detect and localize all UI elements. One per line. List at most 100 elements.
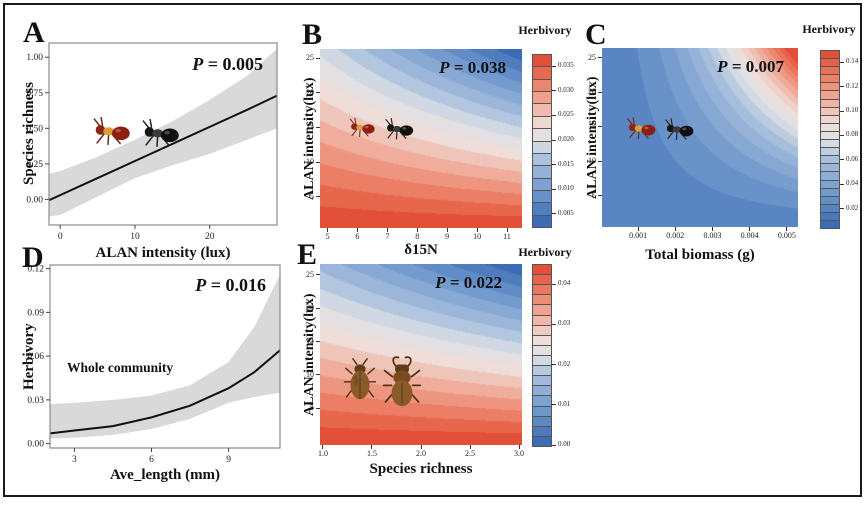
tick-mark [316, 407, 320, 409]
tick-label: 5 [310, 403, 314, 413]
colorbar-cell [533, 265, 551, 275]
contour-surface-C [602, 48, 798, 227]
x-axis-label-C: Total biomass (g) [645, 247, 755, 263]
tick-mark [598, 126, 602, 128]
colorbar-cell [533, 103, 551, 116]
tick-mark [316, 57, 320, 59]
tick-label: 2.5 [465, 449, 476, 458]
panel-B-d15N-contour: B ALAN intensity(lux) δ15N P = 0.038 Her… [300, 14, 585, 264]
ant-red-icon [346, 117, 376, 139]
colorbar-cell [533, 66, 551, 79]
tick-mark [469, 445, 471, 449]
panel-D-herbivory-length: 3 6 9 0.00 0.03 0.06 0.09 0.12 D Herbivory Ave_… [15, 243, 300, 502]
svg-text:0.09: 0.09 [27, 308, 44, 318]
tick-mark [356, 228, 358, 232]
tick-mark [552, 364, 556, 366]
svg-text:20: 20 [205, 232, 215, 242]
svg-text:0: 0 [58, 232, 63, 242]
colorbar-cell [821, 98, 839, 107]
colorbar-cell [821, 90, 839, 99]
p-value-D: P = 0.016 [195, 275, 266, 295]
tick-mark [840, 134, 844, 136]
tick-mark [316, 307, 320, 309]
colorbar-cell [821, 66, 839, 75]
tick-mark [840, 61, 844, 63]
colorbar-cell [533, 189, 551, 203]
tick-mark [552, 164, 556, 166]
tick-label: 3.0 [514, 449, 525, 458]
tick-mark [552, 444, 556, 446]
colorbar-cell [533, 415, 551, 426]
tick-label: 8 [415, 232, 420, 241]
tick-mark [552, 65, 556, 67]
tick-label: 0.035 [558, 61, 574, 70]
ant-red-icon [88, 117, 132, 147]
tick-label: 0.015 [558, 159, 574, 168]
colorbar-cell [821, 130, 839, 140]
svg-text:0.00: 0.00 [27, 440, 44, 450]
tick-label: 5 [310, 191, 314, 201]
tick-mark [386, 228, 388, 232]
colorbar-cell [533, 128, 551, 141]
svg-text:0.00: 0.00 [26, 195, 43, 205]
tick-mark [420, 445, 422, 449]
tick-mark [637, 227, 639, 231]
figure-frame: 0 10 20 0.00 0.25 0.50 0.75 1.00 A Species rich… [3, 3, 862, 497]
tick-mark [598, 91, 602, 93]
tick-label: 10 [588, 156, 596, 166]
svg-text:3: 3 [72, 455, 77, 465]
x-axis-label-A: ALAN intensity (lux) [95, 245, 231, 261]
colorbar-cell [533, 140, 551, 153]
colorbar-cell [533, 304, 551, 315]
tick-mark [840, 159, 844, 161]
colorbar-cell [821, 74, 839, 83]
panel-letter-D: D [22, 241, 44, 274]
colorbar-cell [821, 114, 839, 123]
contour-surface-B [320, 49, 522, 228]
svg-text:0.12: 0.12 [27, 265, 44, 275]
tick-label: 15 [588, 121, 596, 131]
colorbar-cell [821, 171, 839, 180]
colorbar-cell [533, 202, 551, 215]
colorbar-cell [533, 425, 551, 436]
panel-letter-C: C [585, 18, 607, 51]
ant-red-icon [623, 117, 657, 141]
panel-E-richness-contour: E ALAN intensity(lux) Species richness P… [297, 240, 585, 502]
colorbar-cell [533, 395, 551, 406]
tick-label: 0.005 [777, 231, 796, 240]
colorbar-cell [821, 155, 839, 164]
beetle-stag-icon [382, 352, 422, 410]
colorbar-cell [533, 274, 551, 285]
svg-text:6: 6 [149, 455, 154, 465]
x-axis-label-D: Ave_length (mm) [109, 467, 221, 483]
tick-mark [552, 114, 556, 116]
tick-label: 10 [306, 157, 314, 167]
tick-label: 20 [306, 303, 314, 313]
tick-mark [598, 160, 602, 162]
tick-mark [371, 445, 373, 449]
tick-label: 20 [306, 87, 314, 97]
tick-label: 0.025 [558, 110, 574, 119]
colorbar-title-B: Herbivory [518, 23, 572, 37]
svg-text:9: 9 [226, 455, 231, 465]
tick-label: 0.12 [846, 81, 859, 90]
y-axis-label-A: Species richness [21, 82, 37, 186]
colorbar-cell [533, 152, 551, 166]
colorbar-cell [533, 284, 551, 295]
panel-C-biomass-contour: C ALAN intensity(lux) Total biomass (g) … [585, 14, 867, 264]
colorbar-cell [821, 82, 839, 91]
svg-text:0.75: 0.75 [26, 89, 43, 99]
tick-mark [446, 228, 448, 232]
colorbar-cell [533, 91, 551, 104]
tick-mark [552, 404, 556, 406]
colorbar-cell [821, 211, 839, 220]
tick-label: 0.02 [846, 203, 859, 212]
tick-label: 1.0 [317, 449, 328, 458]
tick-mark [476, 228, 478, 232]
tick-mark [552, 139, 556, 141]
tick-mark [674, 227, 676, 231]
colorbar-cell [533, 435, 551, 446]
tick-label: 0.04 [846, 179, 859, 188]
tick-label: 0.06 [846, 154, 859, 163]
colorbar-cell [821, 51, 839, 59]
